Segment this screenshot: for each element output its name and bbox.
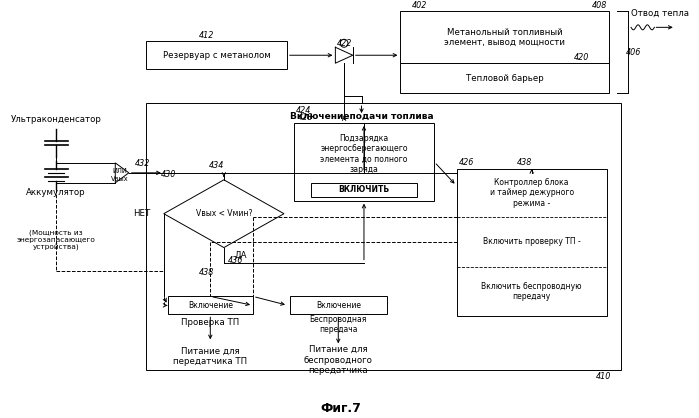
Text: Отвод тепла: Отвод тепла (631, 9, 689, 18)
Text: Питание для
передатчика ТП: Питание для передатчика ТП (173, 347, 247, 366)
Text: 408: 408 (591, 1, 607, 10)
Bar (146, 103, 621, 370)
Bar (311, 183, 417, 197)
Text: Питание для
беспроводного
передатчика: Питание для беспроводного передатчика (304, 345, 373, 375)
Text: ДА: ДА (235, 251, 247, 260)
Text: Vвых: Vвых (111, 176, 129, 182)
Text: ВКЛЮЧИТЬ: ВКЛЮЧИТЬ (338, 185, 389, 194)
Text: 434: 434 (208, 161, 224, 171)
Text: Включениеподачи топлива: Включениеподачи топлива (289, 112, 433, 120)
Bar (168, 296, 253, 314)
Text: 432: 432 (135, 159, 150, 168)
Polygon shape (336, 47, 353, 63)
Text: Резервуар с метанолом: Резервуар с метанолом (163, 51, 271, 60)
Text: 406: 406 (626, 48, 642, 57)
Text: Метанольный топливный
элемент, вывод мощности: Метанольный топливный элемент, вывод мощ… (444, 28, 565, 47)
Text: Включение: Включение (188, 301, 233, 310)
Text: 430: 430 (161, 170, 176, 179)
Text: Беспроводная
передача: Беспроводная передача (310, 315, 367, 334)
Text: 410: 410 (596, 372, 612, 381)
Text: 438: 438 (517, 158, 532, 167)
Text: 438: 438 (199, 268, 214, 277)
Text: 428: 428 (298, 112, 313, 122)
Text: Аккумулятор: Аккумулятор (27, 188, 86, 197)
Polygon shape (164, 180, 284, 247)
Bar (401, 63, 609, 93)
Text: Vвых < Vмин?: Vвых < Vмин? (196, 209, 252, 218)
Text: Включить проверку ТП -: Включить проверку ТП - (483, 237, 581, 246)
Bar (456, 169, 607, 316)
Text: НЕТ: НЕТ (133, 209, 150, 218)
Text: 436: 436 (228, 256, 243, 265)
Text: 426: 426 (459, 158, 474, 167)
Text: Фиг.7: Фиг.7 (321, 402, 361, 415)
Bar (294, 123, 434, 201)
Text: ИЛИ: ИЛИ (113, 168, 127, 174)
Text: 424: 424 (296, 106, 311, 115)
Text: Включить беспроводную
передачу: Включить беспроводную передачу (482, 282, 582, 301)
Text: Включение: Включение (316, 301, 361, 310)
Text: Подзарядка
энергосберегающего
элемента до полного
заряда: Подзарядка энергосберегающего элемента д… (320, 134, 408, 174)
Bar (401, 11, 609, 63)
Text: 422: 422 (336, 39, 352, 48)
Bar (146, 41, 287, 69)
Text: Ультраконденсатор: Ультраконденсатор (10, 115, 101, 124)
Bar (290, 296, 387, 314)
Text: 412: 412 (199, 31, 215, 40)
Text: (Мощность из
энергозапасающего
устройства): (Мощность из энергозапасающего устройств… (17, 230, 96, 251)
Text: 420: 420 (574, 53, 589, 62)
Text: Контроллер блока
и таймер дежурного
режима -: Контроллер блока и таймер дежурного режи… (489, 178, 574, 208)
Text: Проверка ТП: Проверка ТП (181, 318, 240, 327)
Text: Тепловой барьер: Тепловой барьер (466, 74, 543, 83)
Text: 402: 402 (412, 1, 427, 10)
Polygon shape (115, 163, 129, 183)
